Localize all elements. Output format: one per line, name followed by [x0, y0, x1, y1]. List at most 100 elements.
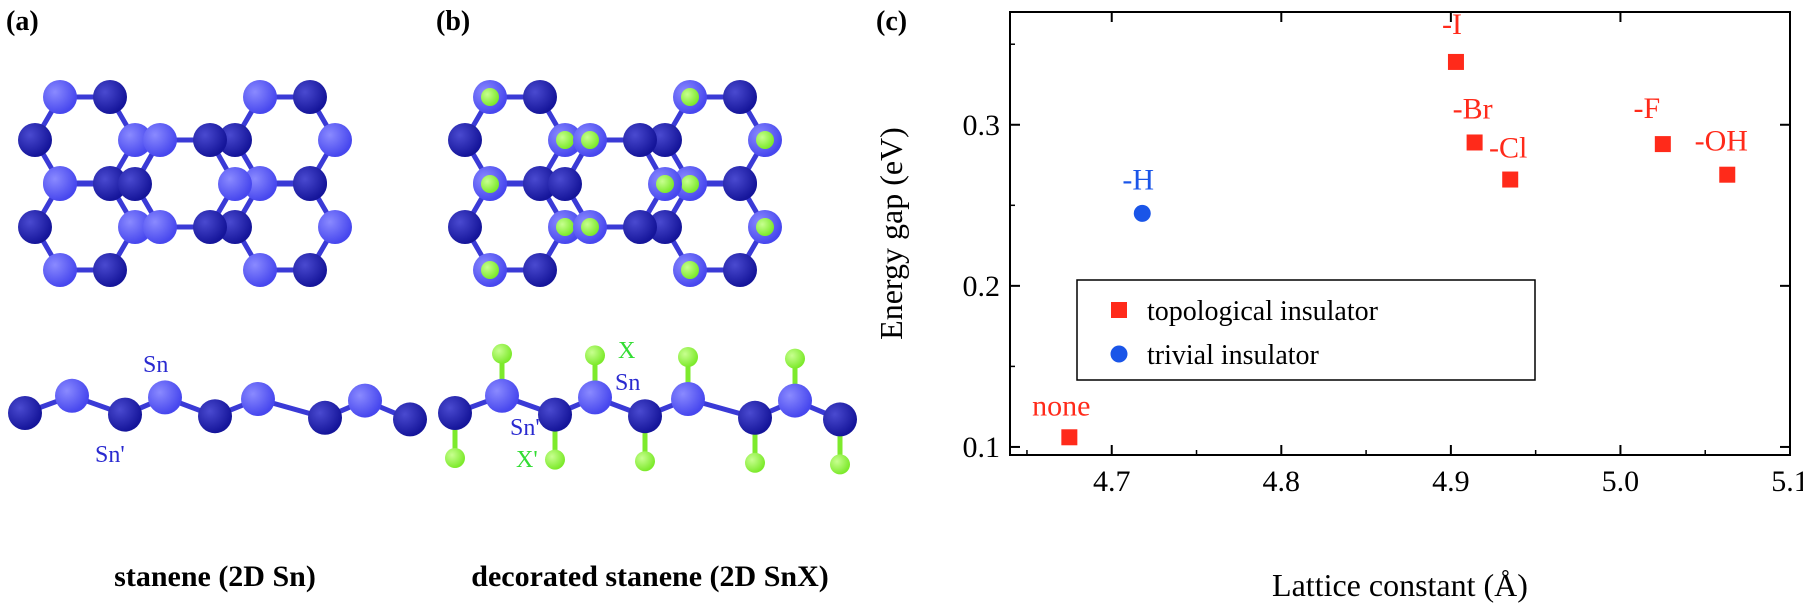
- sn-atom-lower: [738, 400, 772, 435]
- sn-atom-lower: [623, 210, 657, 244]
- topological-point: [1447, 53, 1464, 70]
- sn-atom-lower: [193, 210, 227, 244]
- legend-box: [1076, 279, 1536, 381]
- panel-a: (a) Sn Sn' stanene (2D Sn): [0, 0, 430, 606]
- x-decorator-atom: [481, 261, 499, 279]
- x-decorator-atom: [481, 88, 499, 106]
- sn-atom-lower: [8, 396, 42, 430]
- sn-atom-upper: [318, 123, 352, 157]
- sn-atom-upper: [348, 383, 382, 418]
- sn-atom-upper: [43, 253, 77, 287]
- point-label: -I: [1442, 8, 1462, 41]
- sn-atom-upper: [43, 167, 77, 201]
- sn-atom-lower: [198, 399, 232, 434]
- panel-c: 4.7 4.8 4.9 5.0 5.1 0.1 0.2 0.3 Lattice constant…: [870, 0, 1803, 606]
- x-decorator-atom: [681, 88, 699, 106]
- sn-atom-label: Sn: [143, 352, 169, 378]
- x-tick-label: 5.0: [1602, 465, 1640, 498]
- y-axis-label: Energy gap (eV): [873, 127, 909, 340]
- sn-atom-upper: [148, 380, 182, 415]
- x-decorator-atom: [756, 131, 774, 149]
- sn-atom-lower: [93, 167, 127, 201]
- y-tick-label: 0.1: [963, 431, 1001, 464]
- energy-gap-scatter-chart: 4.7 4.8 4.9 5.0 5.1 0.1 0.2 0.3 Lattice constant…: [873, 8, 1803, 603]
- topological-point: [1466, 134, 1483, 151]
- sn-atom-lower: [548, 167, 582, 201]
- x-atom-label: X: [618, 338, 636, 364]
- sn-atom-lower: [308, 400, 342, 435]
- sn-atom-lower: [523, 167, 557, 201]
- sn-atom-lower: [538, 397, 572, 432]
- x-decorator-atom: [585, 345, 605, 366]
- topological-point: [1719, 166, 1736, 183]
- x-decorator-atom: [581, 218, 599, 236]
- sn-atom-lower: [218, 210, 252, 244]
- sn-atom-upper: [43, 80, 77, 114]
- sn-atom-upper: [118, 123, 152, 157]
- x-decorator-atom: [556, 218, 574, 236]
- sn-atom-lower: [623, 123, 657, 157]
- x-decorator-atom: [785, 348, 805, 369]
- decorated-stanene-structure-diagram: [438, 80, 857, 475]
- legend-entry: topological insulator: [1147, 296, 1379, 327]
- sn-atom-lower: [523, 253, 557, 287]
- sn-atom-lower: [723, 80, 757, 114]
- sn-atom-lower: [393, 402, 427, 437]
- sn-atom-lower: [723, 167, 757, 201]
- topological-point: [1061, 429, 1078, 446]
- sn-atom-upper: [243, 167, 277, 201]
- point-label: -F: [1633, 92, 1660, 125]
- sn-atom-lower: [523, 80, 557, 114]
- y-tick-label: 0.2: [963, 270, 1001, 303]
- sn-atom-upper: [241, 382, 275, 416]
- sn-atom-upper: [143, 123, 177, 157]
- topological-point: [1654, 136, 1671, 153]
- x-decorator-atom: [445, 448, 465, 468]
- sn-atom-upper: [118, 210, 152, 244]
- sn-atom-lower: [648, 123, 682, 157]
- sn-atom-lower: [218, 123, 252, 157]
- sn-atom-lower: [448, 123, 482, 157]
- x-decorator-atom: [681, 175, 699, 193]
- sn-atom-lower: [823, 402, 857, 437]
- sn-atom-lower: [448, 210, 482, 244]
- x-decorator-atom: [745, 452, 765, 473]
- plot-frame: [1009, 11, 1791, 456]
- sn-atom-lower: [293, 253, 327, 287]
- point-label: -Br: [1453, 92, 1493, 125]
- x-decorator-atom: [681, 261, 699, 279]
- x-decorator-atom: [581, 131, 599, 149]
- sn-atom-lower: [118, 167, 152, 201]
- sn-atom-lower: [108, 397, 142, 432]
- panel-b: (b) X Sn Sn' X' decorated stanene (2D Sn…: [430, 0, 870, 606]
- sn-atom-lower: [293, 167, 327, 201]
- point-label: -H: [1122, 163, 1154, 196]
- sn-atom-upper: [578, 380, 612, 415]
- sn-atom-label: Sn: [615, 370, 641, 396]
- point-label: -OH: [1695, 125, 1748, 158]
- x-decorator-atom: [545, 449, 565, 470]
- sn-atom-lower: [648, 210, 682, 244]
- sn-atom-lower: [723, 253, 757, 287]
- sn-prime-atom-label: Sn': [510, 415, 540, 441]
- sn-atom-upper: [218, 167, 252, 201]
- sn-atom-lower: [628, 399, 662, 434]
- sn-atom-lower: [18, 123, 52, 157]
- x-tick-label: 5.1: [1771, 465, 1803, 498]
- x-tick-label: 4.8: [1263, 465, 1301, 498]
- sn-atom-lower: [18, 210, 52, 244]
- legend-entry: trivial insulator: [1147, 340, 1320, 371]
- legend-marker-circle: [1110, 345, 1128, 363]
- x-decorator-atom: [481, 175, 499, 193]
- sn-atom-upper: [671, 382, 705, 416]
- sn-atom-upper: [143, 210, 177, 244]
- x-tick-label: 4.7: [1093, 465, 1131, 498]
- trivial-point: [1133, 204, 1151, 222]
- x-decorator-atom: [556, 131, 574, 149]
- sn-prime-atom-label: Sn': [95, 442, 125, 468]
- x-decorator-atom: [678, 347, 698, 367]
- y-tick-label: 0.3: [963, 109, 1001, 142]
- x-decorator-atom: [656, 175, 674, 193]
- point-label: none: [1032, 389, 1090, 422]
- panel-b-caption: decorated stanene (2D SnX): [471, 560, 829, 593]
